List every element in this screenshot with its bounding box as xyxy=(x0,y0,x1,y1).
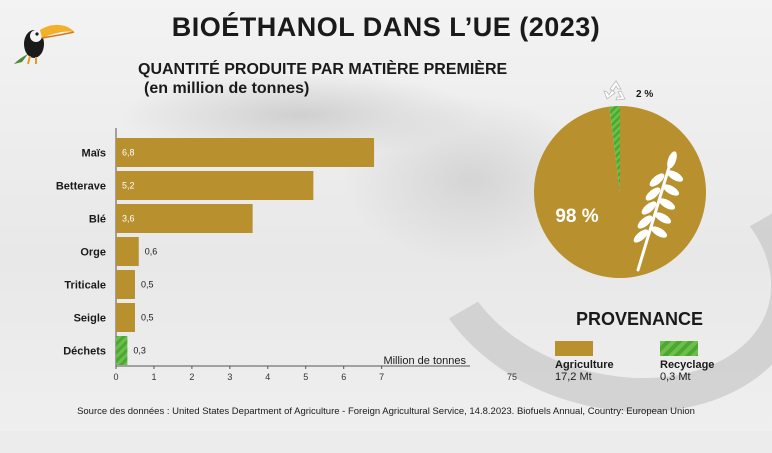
legend-label-agriculture: Agriculture xyxy=(555,359,614,371)
x-tick-label: 3 xyxy=(227,372,232,382)
bar-value-label: 6,8 xyxy=(122,148,135,158)
x-tick-label: 7 xyxy=(379,372,384,382)
bar-value-label: 0,5 xyxy=(141,280,154,290)
pie-title: PROVENANCE xyxy=(576,309,704,329)
pie-slice-label: 98 % xyxy=(555,206,598,227)
subtitle-line-2: (en million de tonnes) xyxy=(144,80,310,97)
x-tick-label: 0 xyxy=(113,372,118,382)
bar xyxy=(116,303,135,332)
bar-value-label: 0,5 xyxy=(141,313,154,323)
x-tick-label: 6 xyxy=(341,372,346,382)
legend-swatch-agriculture xyxy=(555,341,593,356)
x-tick-label: 1 xyxy=(151,372,156,382)
x-tick-label: 4 xyxy=(265,372,270,382)
recycling-percent-label: 2 % xyxy=(636,89,654,100)
bar xyxy=(116,336,128,365)
bar-value-label: 5,2 xyxy=(122,181,135,191)
category-label: Blé xyxy=(89,214,106,226)
legend-agriculture: Agriculture 17,2 Mt xyxy=(555,341,614,383)
legend-recycling: Recyclage 0,3 Mt xyxy=(660,341,714,383)
bar xyxy=(116,138,375,167)
source-note: Source des données : United States Depar… xyxy=(77,406,695,417)
legend-value-agriculture: 17,2 Mt xyxy=(555,371,592,383)
bar xyxy=(116,237,139,266)
recycle-icon xyxy=(603,79,629,108)
category-label: Betterave xyxy=(56,181,106,193)
provenance-pie-chart: 98 % xyxy=(534,106,706,278)
category-label: Maïs xyxy=(82,148,106,160)
bar-value-label: 3,6 xyxy=(122,214,135,224)
x-tick-label: 5 xyxy=(303,372,308,382)
toucan-logo-icon xyxy=(14,14,76,71)
wheat-icon xyxy=(633,151,684,272)
bar-chart: 0 1 2 3 4 5 6 7 Million de tonnes Maïs 6,8 Betterav… xyxy=(56,128,470,382)
bar xyxy=(116,204,253,233)
pie-slice xyxy=(609,106,620,192)
x-tick-label: 2 xyxy=(189,372,194,382)
chart-title: BIOÉTHANOL DANS L’UE (2023) xyxy=(171,12,601,42)
legend-label-recycling: Recyclage xyxy=(660,359,715,371)
legend-value-recycling: 0,3 Mt xyxy=(660,371,691,383)
chart-subtitle: QUANTITÉ PRODUITE PAR MATIÈRE PREMIÈRE (… xyxy=(138,60,507,98)
legend-swatch-recycling xyxy=(660,341,698,356)
bar xyxy=(116,270,135,299)
stray-number-label: 75 xyxy=(507,372,518,382)
bar-value-label: 0,3 xyxy=(133,346,146,356)
category-label: Seigle xyxy=(74,313,106,325)
subtitle-line-1: QUANTITÉ PRODUITE PAR MATIÈRE PREMIÈRE xyxy=(138,61,508,78)
bar xyxy=(116,171,314,200)
category-label: Orge xyxy=(80,247,106,259)
x-axis-label: Million de tonnes xyxy=(383,355,466,367)
category-label: Déchets xyxy=(63,346,106,358)
category-label: Triticale xyxy=(64,280,106,292)
bar-value-label: 0,6 xyxy=(145,247,158,257)
